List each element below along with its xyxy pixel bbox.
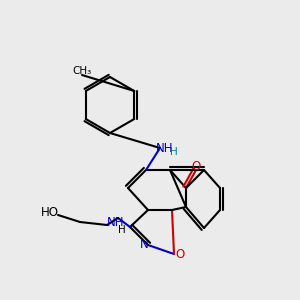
Text: N: N <box>140 238 148 251</box>
Text: CH₃: CH₃ <box>72 66 92 76</box>
Text: O: O <box>191 160 201 172</box>
Text: O: O <box>176 248 184 260</box>
Text: H: H <box>170 147 178 157</box>
Text: HO: HO <box>41 206 59 218</box>
Text: NH: NH <box>107 217 125 230</box>
Text: H: H <box>118 225 126 235</box>
Text: NH: NH <box>156 142 174 154</box>
